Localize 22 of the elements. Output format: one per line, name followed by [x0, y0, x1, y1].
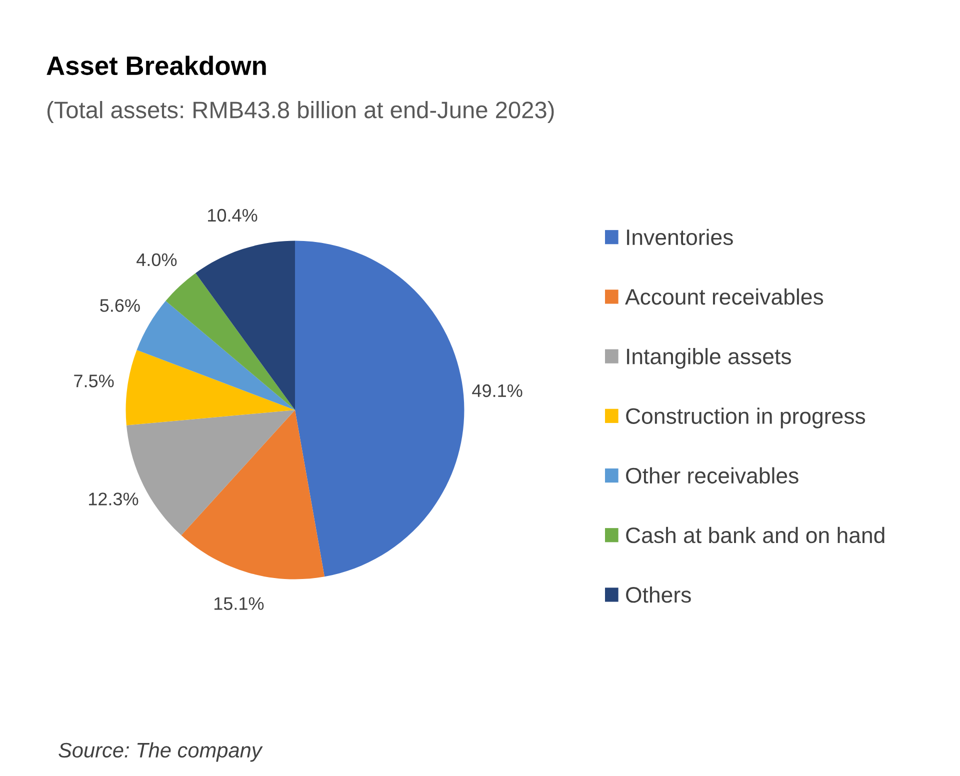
data-label: 7.5%	[74, 374, 114, 388]
chart-subtitle: (Total assets: RMB43.8 billion at end-June 2023)	[47, 100, 554, 123]
legend-label: Intangible assets	[627, 348, 791, 369]
legend-label: Inventories	[627, 228, 733, 246]
legend-label: Cash at bank and on hand	[626, 526, 884, 544]
pie-slice	[181, 410, 324, 580]
data-label: 10.4%	[208, 208, 258, 222]
chart-title: Asset Breakdown	[46, 56, 266, 76]
pie-slice	[126, 350, 295, 426]
data-label: 4.0%	[136, 253, 177, 266]
data-label: 15.1%	[214, 597, 264, 610]
legend-label: Construction in progress	[626, 408, 866, 428]
pie-slice	[196, 240, 295, 410]
pie-slice	[295, 240, 464, 577]
legend-label: Other receivables	[626, 467, 798, 484]
legend-label: Account receivables	[625, 288, 824, 305]
data-label: 12.3%	[89, 492, 138, 506]
source-note: Source: The company	[58, 742, 263, 762]
legend-label: Others	[626, 586, 691, 603]
pie-slice	[166, 273, 295, 410]
data-label: 49.1%	[472, 384, 522, 398]
data-label: 5.6%	[100, 299, 140, 312]
